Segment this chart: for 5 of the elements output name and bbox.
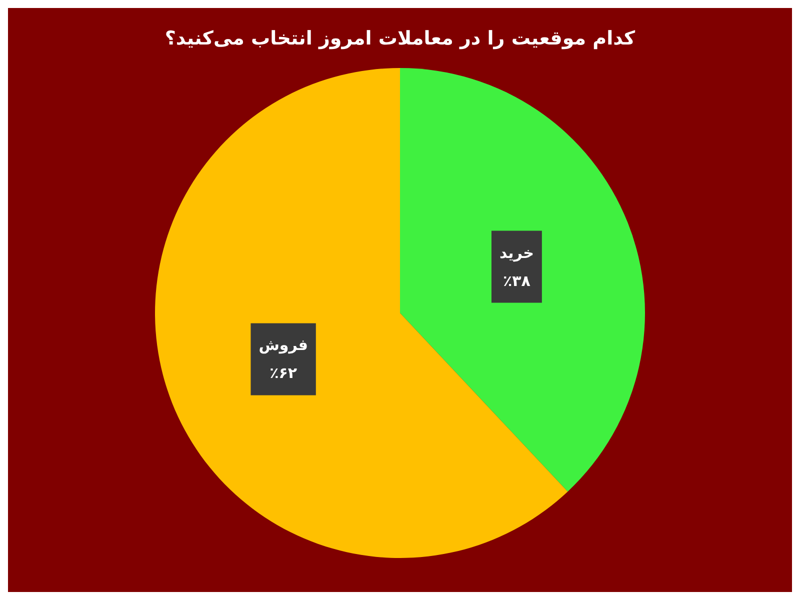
slice-label: خرید [499, 244, 534, 262]
data-label: ٪۳۸ [502, 272, 530, 290]
chart-title: کدام موقعیت را در معاملات امروز انتخاب می‌کنید؟ [164, 28, 636, 50]
slice-label: فروش [258, 336, 308, 354]
data-label: ٪۶۲ [270, 364, 298, 382]
